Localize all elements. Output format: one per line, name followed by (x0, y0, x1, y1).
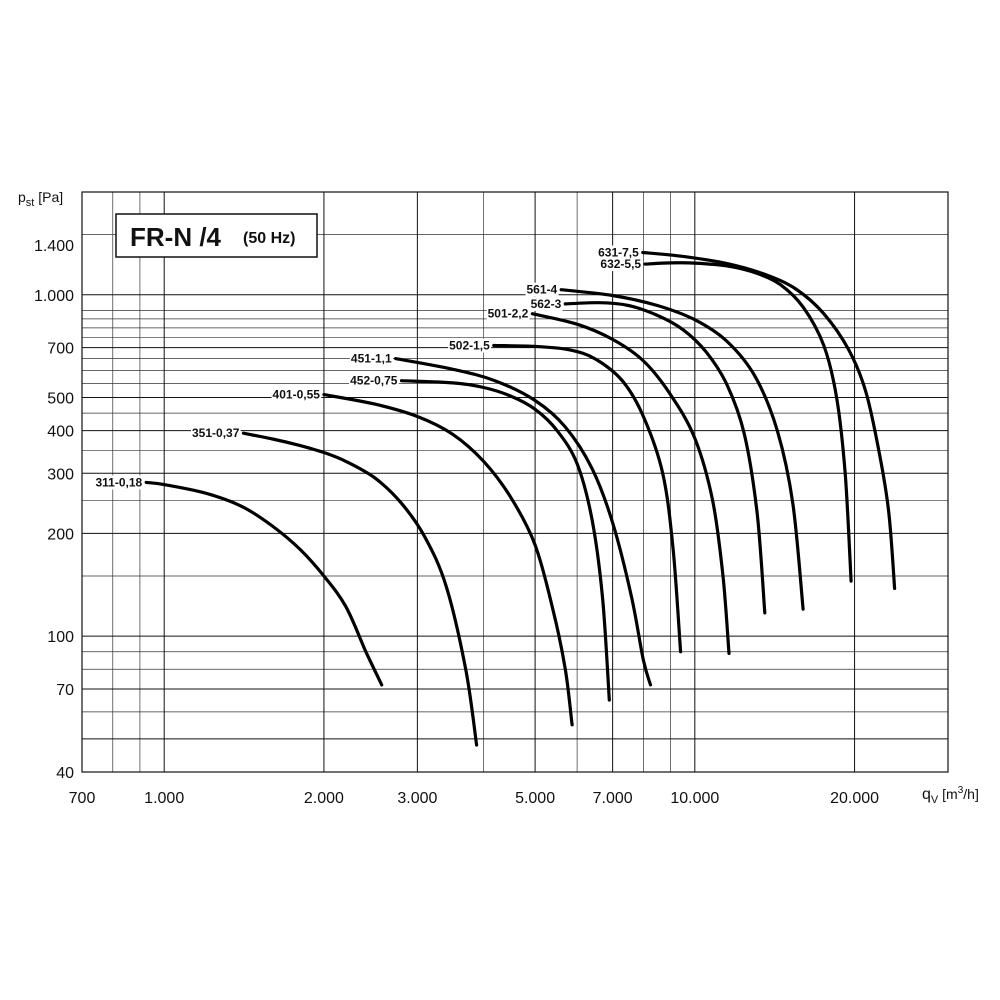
fan-curve (530, 312, 731, 655)
fan-curves (144, 250, 897, 747)
curve-label-bg (486, 306, 530, 321)
chart-title: FR-N /4 (130, 222, 222, 252)
curve-label: 401-0,55 (273, 388, 321, 402)
curve-label: 562-3 (531, 297, 562, 311)
x-tick-label: 10.000 (670, 790, 719, 807)
curve-label-bg (448, 338, 492, 353)
y-axis-label: pst [Pa] (18, 189, 63, 209)
curve-label: 452-0,75 (350, 374, 398, 388)
y-axis-label-main: p (18, 189, 26, 205)
fan-curve (641, 250, 897, 590)
x-tick-label: 700 (69, 790, 96, 807)
fan-curve (559, 288, 805, 611)
x-axis-label-unit-pre: [m (938, 786, 957, 802)
curve-labels: 311-0,18 351-0,37 401-0,55 452-0,75 451-1,1 5… (94, 245, 643, 490)
curve-label-bg (271, 387, 322, 402)
curve-label-bg (94, 475, 144, 490)
curve-label-bg (597, 245, 641, 260)
curve-label-bg (349, 351, 393, 366)
x-tick-label: 2.000 (304, 790, 344, 807)
curve-label-bg (191, 426, 241, 441)
y-tick-label: 500 (47, 391, 74, 408)
curve-label-bg (529, 296, 563, 311)
x-axis-label-unit-sup: 3 (958, 785, 964, 796)
x-tick-label: 20.000 (830, 790, 879, 807)
y-tick-label: 100 (47, 629, 74, 646)
curve-label: 631-7,5 (598, 245, 639, 259)
chart-subtitle: (50 Hz) (243, 230, 295, 247)
fan-curve (643, 261, 853, 583)
curve-label: 632-5,5 (600, 257, 641, 271)
curve-label-bg (599, 257, 643, 272)
curve-label: 501-2,2 (488, 307, 529, 321)
fan-curve (492, 343, 683, 654)
curve-label: 351-0,37 (192, 426, 240, 440)
curve-label: 561-4 (527, 283, 558, 297)
curve-label-bg (349, 373, 399, 388)
x-axis-label-main: q (922, 786, 931, 803)
fan-curve (144, 480, 384, 687)
y-tick-labels: 40 70 100 200 300 400 500 700 1.000 1.400 (34, 238, 74, 782)
x-axis-label-unit-post: /h] (963, 786, 979, 802)
fan-curve (399, 379, 611, 702)
x-tick-labels: 700 1.000 2.000 3.000 5.000 7.000 10.000 20.000 (69, 790, 879, 807)
y-tick-label: 40 (56, 765, 74, 782)
x-tick-label: 5.000 (515, 790, 555, 807)
y-tick-label: 1.000 (34, 288, 74, 305)
y-axis-label-sub: st (26, 197, 35, 209)
x-tick-label: 7.000 (593, 790, 633, 807)
x-axis-label: qV [m3/h] (922, 785, 979, 806)
x-tick-label: 1.000 (144, 790, 184, 807)
title-box (115, 213, 318, 258)
y-tick-label: 400 (47, 424, 74, 441)
curve-label: 451-1,1 (351, 352, 392, 366)
y-tick-label: 70 (56, 682, 74, 699)
y-axis-label-unit: [Pa] (34, 189, 63, 205)
fan-curve (322, 393, 574, 727)
plot-frame (81, 191, 949, 773)
curve-label: 502-1,5 (449, 339, 490, 353)
fan-curve (394, 357, 653, 687)
fan-curve (241, 431, 479, 747)
y-tick-label: 200 (47, 526, 74, 543)
curve-label-bg (525, 282, 559, 297)
curve-label: 311-0,18 (96, 475, 143, 489)
y-tick-label: 1.400 (34, 238, 74, 255)
minor-gridlines (82, 192, 948, 772)
y-tick-label: 700 (47, 341, 74, 358)
major-gridlines (81, 191, 949, 773)
y-tick-label: 300 (47, 466, 74, 483)
x-tick-label: 3.000 (397, 790, 437, 807)
x-axis-label-sub: V (931, 794, 939, 806)
fan-curve (563, 301, 767, 615)
